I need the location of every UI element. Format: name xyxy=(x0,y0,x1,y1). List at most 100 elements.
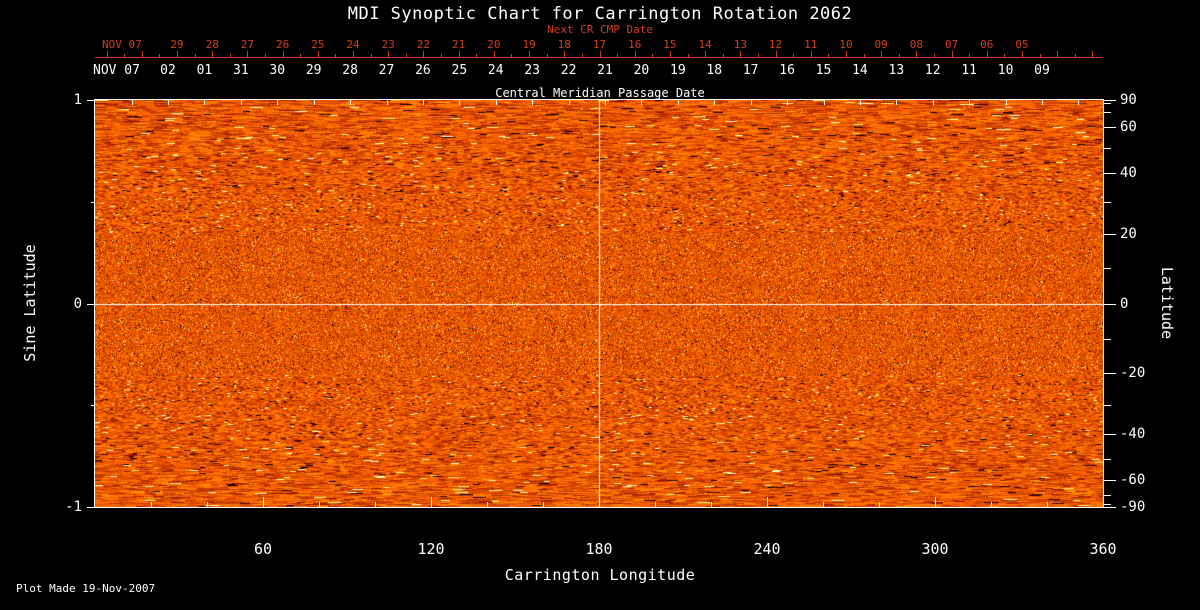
red-axis-tick xyxy=(247,51,248,57)
next-cr-day-label: 14 xyxy=(687,38,723,51)
latitude-major-tick xyxy=(1104,304,1116,305)
cmp-axis-tick xyxy=(969,100,970,105)
cmp-axis-tick xyxy=(241,100,242,105)
latitude-tick-label: 40 xyxy=(1120,165,1164,181)
red-axis-minor-tick xyxy=(124,54,125,57)
latitude-minor-tick xyxy=(1104,112,1111,113)
cmp-axis-tick xyxy=(896,100,897,105)
latitude-minor-tick xyxy=(1104,504,1111,505)
latitude-major-tick xyxy=(1104,100,1116,101)
red-axis-minor-tick xyxy=(476,54,477,57)
next-cr-day-label: 18 xyxy=(546,38,582,51)
cmp-day-label: 12 xyxy=(915,63,951,78)
longitude-minor-tick xyxy=(1047,502,1048,507)
red-axis-minor-tick xyxy=(758,54,759,57)
cmp-day-label: 22 xyxy=(551,63,587,78)
latitude-minor-tick xyxy=(1104,339,1111,340)
next-cr-day-label: 28 xyxy=(194,38,230,51)
cmp-day-label: 10 xyxy=(988,63,1024,78)
red-axis-tick xyxy=(388,51,389,57)
cmp-day-label: 28 xyxy=(332,63,368,78)
longitude-minor-tick xyxy=(151,502,152,507)
red-axis-tick xyxy=(423,51,424,57)
red-axis-minor-tick xyxy=(934,54,935,57)
latitude-major-tick xyxy=(1104,373,1116,374)
red-axis-minor-tick xyxy=(511,54,512,57)
latitude-tick-label: 20 xyxy=(1120,226,1164,242)
longitude-major-tick xyxy=(263,497,264,507)
red-axis-tick xyxy=(776,51,777,57)
sine-latitude-tick xyxy=(87,507,95,508)
cmp-axis-tick xyxy=(387,100,388,105)
next-cr-day-label: 22 xyxy=(405,38,441,51)
latitude-major-tick xyxy=(1104,480,1116,481)
longitude-tick-label: 360 xyxy=(1073,540,1133,558)
cmp-axis-tick xyxy=(1006,100,1007,105)
latitude-tick-label: -60 xyxy=(1120,472,1164,488)
cmp-axis-tick xyxy=(459,100,460,105)
next-cr-day-label: 06 xyxy=(969,38,1005,51)
latitude-minor-tick xyxy=(1104,103,1111,104)
cmp-axis-tick xyxy=(532,100,533,105)
red-axis-minor-tick xyxy=(828,54,829,57)
sine-latitude-tick-label: -1 xyxy=(42,499,82,515)
red-axis-minor-tick xyxy=(582,54,583,57)
cmp-axis-tick xyxy=(714,100,715,105)
latitude-major-tick xyxy=(1104,507,1116,508)
red-axis-minor-tick xyxy=(899,54,900,57)
red-axis-minor-tick xyxy=(230,54,231,57)
longitude-minor-tick xyxy=(207,502,208,507)
red-axis-tick xyxy=(107,51,108,57)
next-cr-month-label: NOV 07 xyxy=(102,38,142,51)
next-cr-day-label: 08 xyxy=(898,38,934,51)
red-axis-tick xyxy=(1057,51,1058,57)
red-axis-minor-tick xyxy=(1004,54,1005,57)
next-cr-day-label: 24 xyxy=(335,38,371,51)
red-axis-minor-tick xyxy=(688,54,689,57)
sine-latitude-tick-label: 0 xyxy=(42,296,82,312)
chart-title: MDI Synoptic Chart for Carrington Rotati… xyxy=(0,4,1200,24)
latitude-major-tick xyxy=(1104,434,1116,435)
cmp-axis-tick xyxy=(787,100,788,105)
red-axis-minor-tick xyxy=(547,54,548,57)
cmp-day-label: 29 xyxy=(296,63,332,78)
longitude-tick-label: 300 xyxy=(905,540,965,558)
cmp-date-axis-title: Central Meridian Passage Date xyxy=(0,86,1200,100)
next-cr-day-label: 25 xyxy=(300,38,336,51)
cmp-axis-tick xyxy=(569,100,570,105)
cmp-axis-tick xyxy=(350,100,351,105)
red-axis-minor-tick xyxy=(406,54,407,57)
latitude-tick-label: -40 xyxy=(1120,426,1164,442)
cmp-day-label: 31 xyxy=(223,63,259,78)
longitude-minor-tick xyxy=(487,502,488,507)
next-cr-day-label: 17 xyxy=(582,38,618,51)
red-axis-minor-tick xyxy=(371,54,372,57)
cmp-day-label: 20 xyxy=(623,63,659,78)
cmp-day-label: 26 xyxy=(405,63,441,78)
red-axis-minor-tick xyxy=(1040,54,1041,57)
cmp-axis-tick xyxy=(678,100,679,105)
next-cr-day-label: 26 xyxy=(265,38,301,51)
red-axis-tick xyxy=(740,51,741,57)
magnetogram-canvas xyxy=(95,100,1103,507)
next-cr-day-label: 11 xyxy=(793,38,829,51)
cmp-axis-tick xyxy=(605,100,606,105)
red-axis-tick xyxy=(916,51,917,57)
red-axis-tick xyxy=(635,51,636,57)
next-cr-day-label: 16 xyxy=(617,38,653,51)
red-axis-tick xyxy=(987,51,988,57)
cmp-axis-tick xyxy=(824,100,825,105)
latitude-tick-label: -20 xyxy=(1120,365,1164,381)
red-axis-minor-tick xyxy=(723,54,724,57)
cmp-axis-tick xyxy=(204,100,205,105)
next-cr-day-label: 07 xyxy=(934,38,970,51)
red-axis-minor-tick xyxy=(969,54,970,57)
cmp-month-label: NOV 07 xyxy=(93,63,140,78)
latitude-minor-tick xyxy=(1104,268,1111,269)
red-axis-tick xyxy=(212,51,213,57)
longitude-minor-tick xyxy=(543,502,544,507)
cmp-axis-tick xyxy=(933,100,934,105)
cmp-day-label: 17 xyxy=(733,63,769,78)
cmp-day-label: 21 xyxy=(587,63,623,78)
next-cr-day-label: 09 xyxy=(863,38,899,51)
